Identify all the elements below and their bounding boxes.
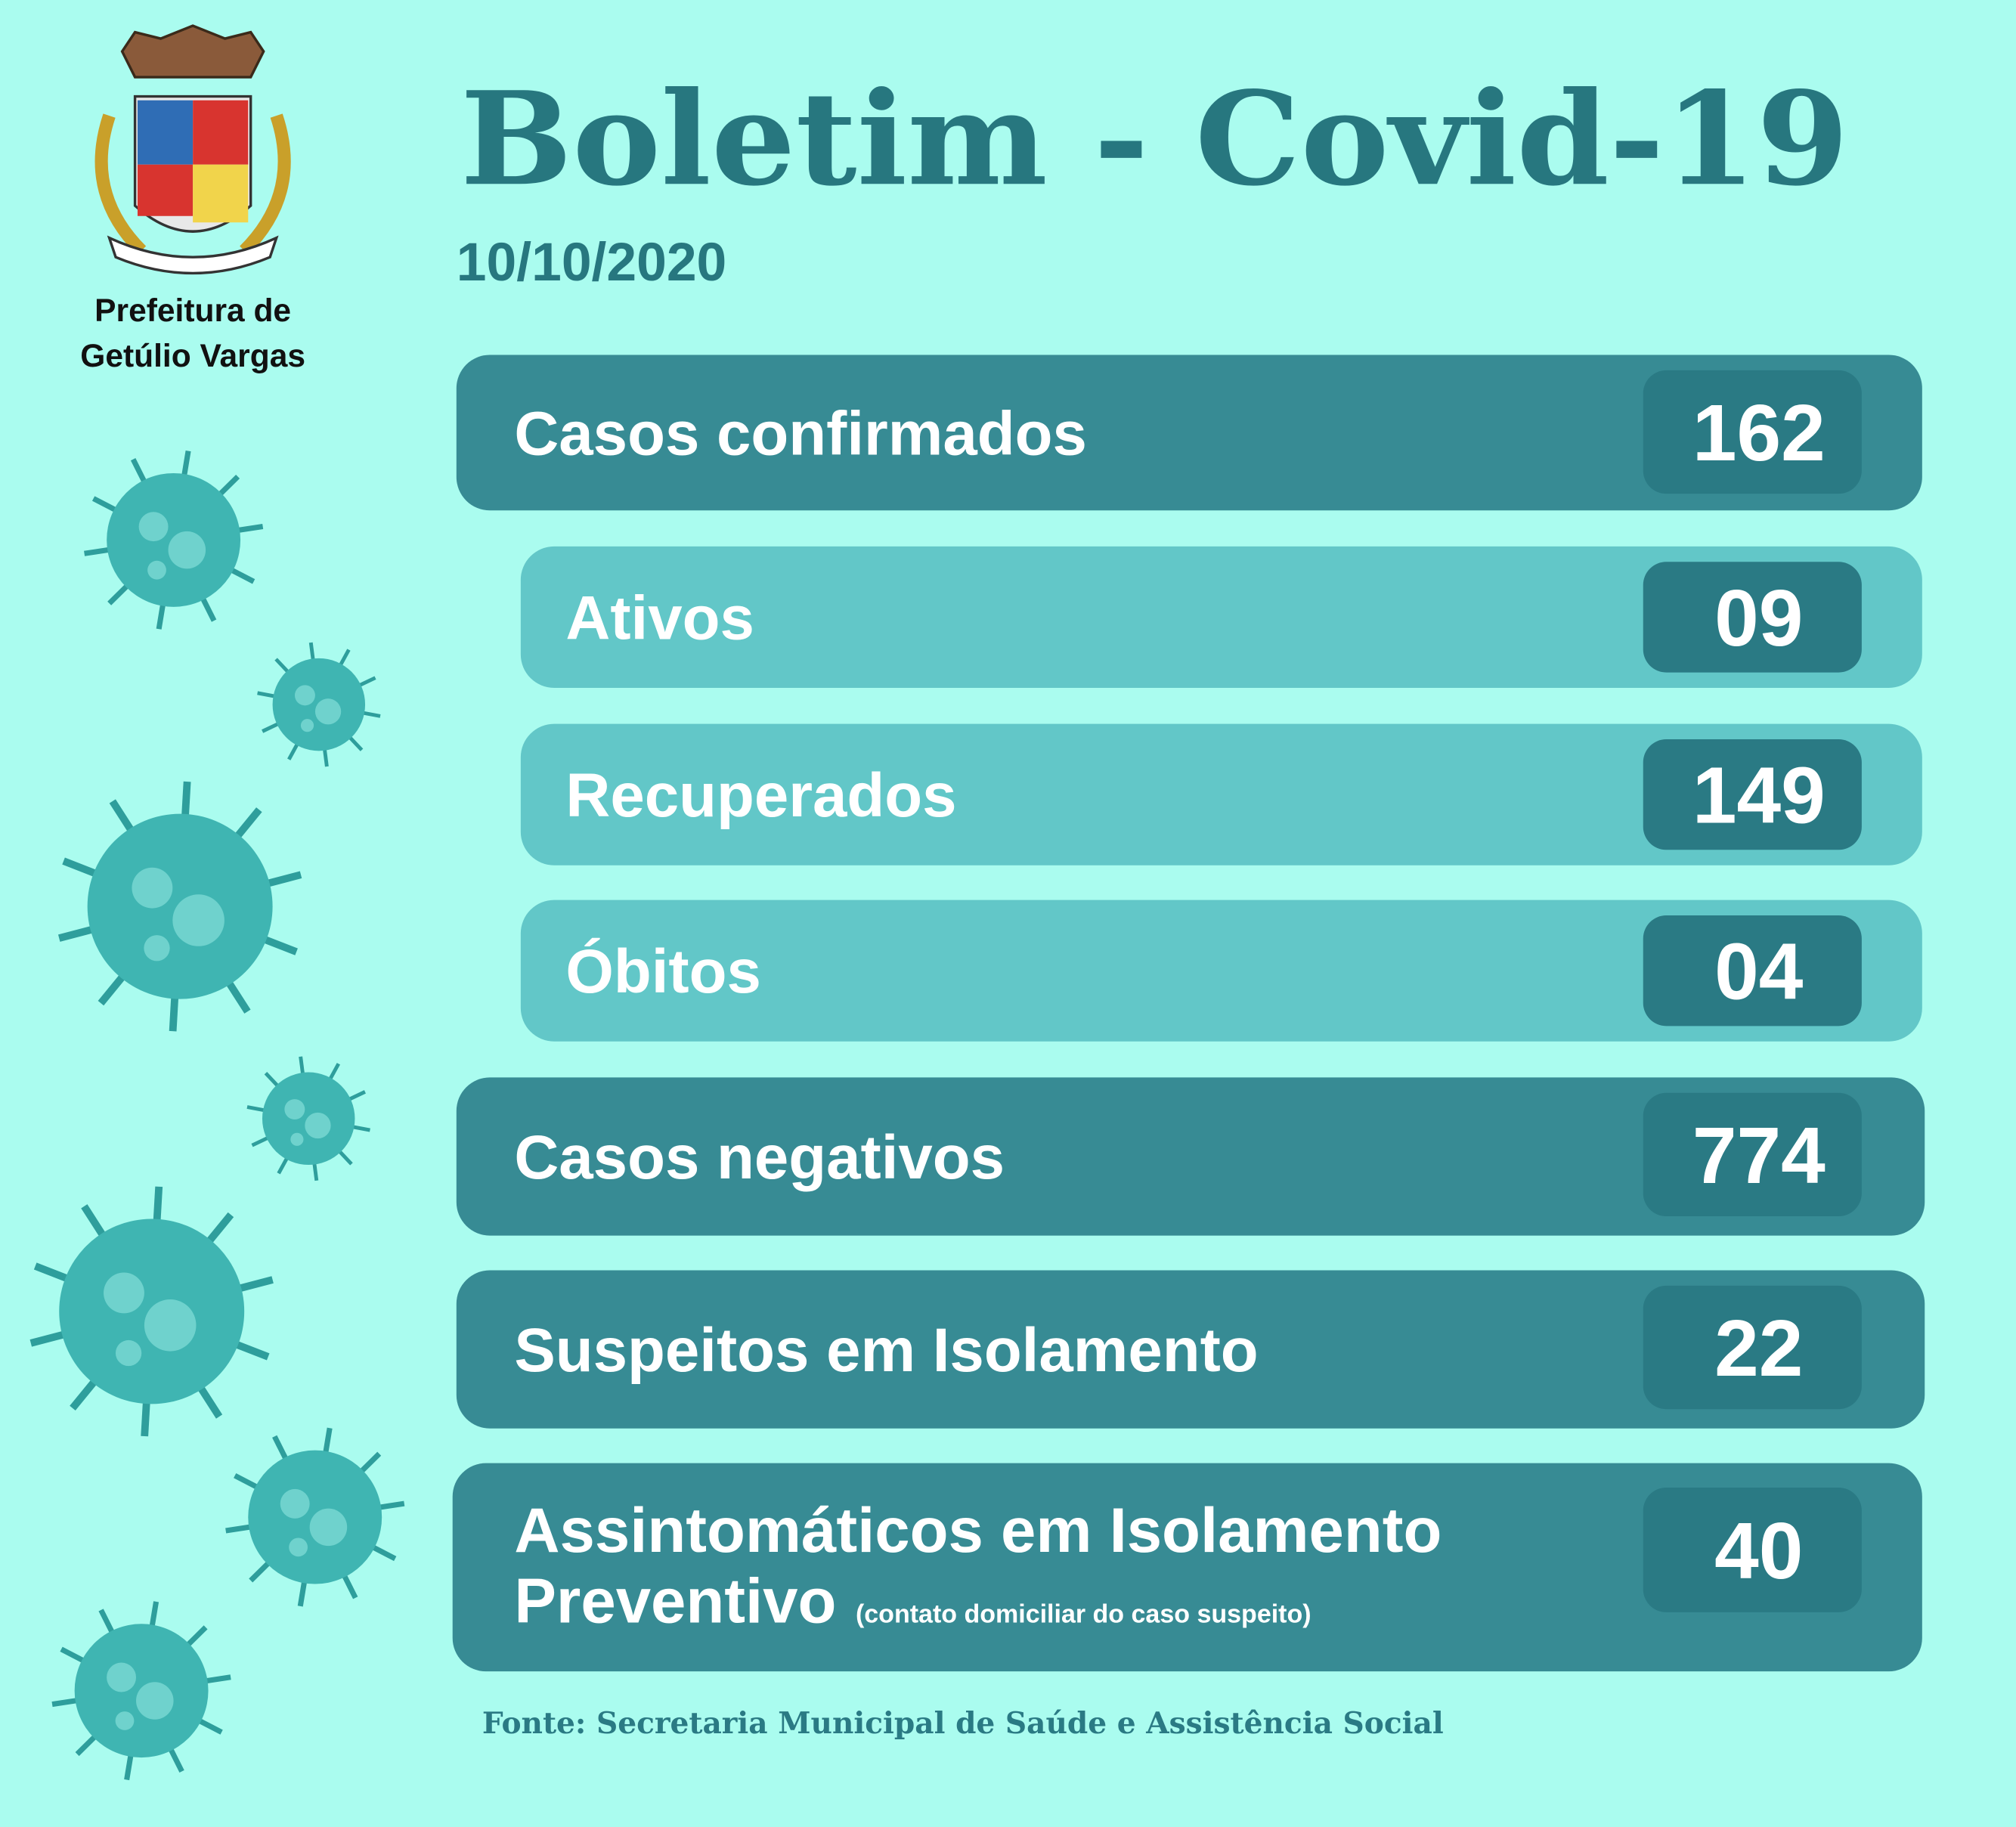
row-panel <box>452 1463 1922 1672</box>
date: 10/10/2020 <box>457 232 726 293</box>
source: Fonte: Secretaria Municipal de Saúde e A… <box>482 1706 1444 1741</box>
virus-spot <box>147 560 166 580</box>
row-value: 774 <box>1692 1112 1826 1200</box>
row-value: 04 <box>1714 928 1804 1017</box>
row-panel <box>520 546 1922 688</box>
row-panel <box>456 1077 1925 1236</box>
row-label: Preventivo <box>514 1566 836 1637</box>
logo-text: Prefeitura de <box>94 293 291 329</box>
value-box <box>1643 915 1862 1027</box>
row-value: 40 <box>1714 1507 1803 1596</box>
logo-text: Getúlio Vargas <box>80 339 305 374</box>
virus-spot <box>294 685 315 706</box>
virus-spot <box>314 698 342 725</box>
coat-of-arms <box>94 24 291 275</box>
virus-spot <box>115 1339 142 1367</box>
row-panel <box>520 723 1922 866</box>
row-value: 22 <box>1714 1305 1803 1393</box>
row-label: Assintomáticos em Isolamento <box>514 1495 1442 1565</box>
row-panel <box>456 1270 1925 1429</box>
row-panel <box>456 355 1922 511</box>
row-panel <box>520 900 1922 1042</box>
value-box <box>1643 739 1862 850</box>
row-label: Ativos <box>565 584 754 652</box>
virus-spot <box>309 1508 348 1547</box>
row-label: Recuperados <box>565 761 956 830</box>
virus-spot <box>280 1488 310 1519</box>
virus-spot <box>132 867 173 909</box>
title: Boletim - Covid-19 <box>460 63 1849 215</box>
row-value: 162 <box>1692 389 1826 478</box>
virus-spot <box>305 1112 331 1139</box>
virus-spot <box>138 512 169 542</box>
virus-spot <box>115 1711 135 1730</box>
row-label: Suspeitos em Isolamento <box>514 1316 1258 1385</box>
value-box <box>1643 562 1862 673</box>
rows: Casos confirmados 162 Ativos 09 Recuperados 1… <box>452 355 1925 1672</box>
value-box <box>1643 1487 1862 1612</box>
value-box <box>1643 1285 1862 1410</box>
row-label: Óbitos <box>565 937 760 1006</box>
row-label: Casos confirmados <box>514 399 1087 468</box>
virus-spot <box>289 1537 308 1557</box>
virus-spot <box>144 935 170 961</box>
virus-spot <box>284 1099 305 1120</box>
virus-spot <box>107 1662 137 1692</box>
value-box <box>1643 1092 1862 1217</box>
virus-spot <box>168 531 206 569</box>
virus-spot <box>104 1272 144 1314</box>
virus-spot <box>300 719 314 732</box>
row-value: 09 <box>1714 574 1803 663</box>
virus-decoration <box>29 451 405 1781</box>
value-box <box>1643 370 1862 494</box>
virus-spot <box>144 1299 197 1352</box>
row-value: 149 <box>1692 752 1826 841</box>
virus-spot <box>290 1132 304 1146</box>
row-note: (contato domiciliar do caso suspeito) <box>856 1600 1311 1629</box>
row-label: Casos negativos <box>514 1123 1005 1192</box>
virus-spot <box>136 1682 174 1720</box>
virus-spot <box>172 894 225 946</box>
